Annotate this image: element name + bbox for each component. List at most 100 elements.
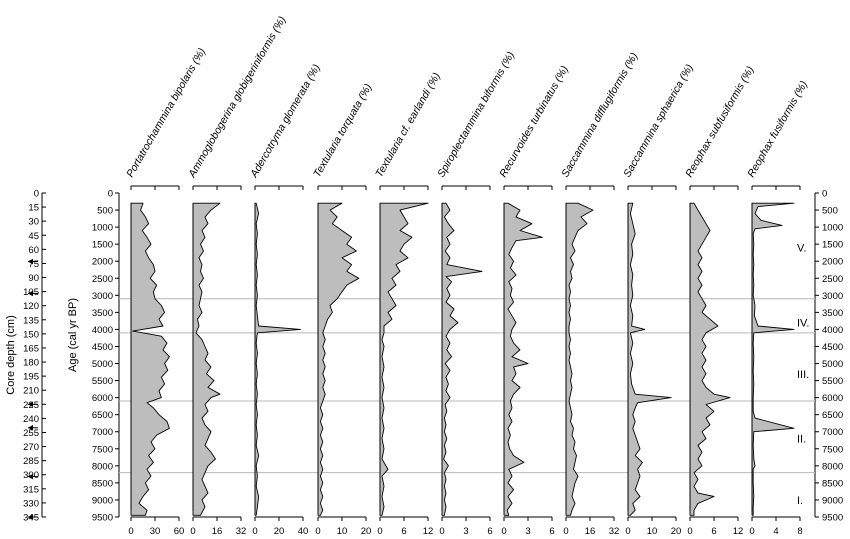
taxon-title: Recurvoides turbinatus (%) (497, 64, 571, 180)
taxon-title: Adercotryma glomerata (%) (248, 62, 323, 180)
zone-label: I. (797, 495, 803, 507)
abundance-area (503, 202, 543, 516)
depth-tick-label: 30 (28, 217, 39, 228)
age-tick-label: 4000 (92, 325, 113, 336)
x-tick-label: 6 (487, 526, 492, 537)
depth-tick-label: 135 (23, 315, 39, 326)
zone-label: V. (797, 243, 806, 255)
age-tick-label: 500 (97, 206, 113, 217)
abundance-area (627, 202, 672, 516)
depth-tick-label: 150 (23, 329, 39, 340)
x-tick-label: 10 (337, 526, 348, 537)
abundance-area (689, 202, 731, 516)
depth-tick-label: 60 (28, 245, 39, 256)
abundance-area (441, 202, 483, 516)
right-age-tick-label: 7000 (822, 427, 843, 438)
arrow-head (28, 290, 33, 297)
x-tick-label: 16 (212, 526, 223, 537)
x-tick-label: 20 (274, 526, 285, 537)
right-age-tick-label: 6500 (822, 410, 843, 421)
age-tick-label: 0 (108, 189, 113, 200)
abundance-area (379, 202, 429, 516)
x-tick-label: 12 (423, 526, 434, 537)
x-tick-label: 8 (797, 526, 802, 537)
x-tick-label: 0 (315, 526, 320, 537)
x-tick-label: 20 (671, 526, 682, 537)
x-tick-label: 0 (252, 526, 257, 537)
age-tick-label: 1000 (92, 223, 113, 234)
depth-tick-label: 75 (28, 259, 39, 270)
arrow-head (28, 473, 33, 480)
right-age-tick-label: 3500 (822, 308, 843, 319)
depth-tick-label: 285 (23, 456, 39, 467)
taxon-title: Ammoglobogerina globigeriniformis (%) (186, 14, 289, 180)
taxon-panel: 0 10 20 Textularia torquata (%) (311, 82, 374, 537)
age-tick-label: 6500 (92, 410, 113, 421)
age-tick-label: 8500 (92, 478, 113, 489)
abundance-area (130, 202, 170, 516)
zone-label: IV. (797, 318, 809, 330)
taxon-panel: 0 10 20 Saccammina sphaerica (%) (621, 62, 696, 537)
age-tick-label: 3000 (92, 291, 113, 302)
right-age-tick-label: 7500 (822, 444, 843, 455)
right-age-tick-label: 1500 (822, 240, 843, 251)
taxon-panel: 0 16 32 Ammoglobogerina globigeriniformis (… (186, 14, 289, 537)
zone-label: III. (797, 369, 809, 381)
age-tick-label: 5500 (92, 376, 113, 387)
x-tick-label: 32 (236, 526, 247, 537)
age-tick-label: 6000 (92, 393, 113, 404)
taxon-panel: 0 20 40 Adercotryma glomerata (%) (248, 62, 323, 537)
depth-tick-label: 240 (23, 414, 39, 425)
depth-tick-label: 15 (28, 203, 39, 214)
depth-tick-label: 165 (23, 343, 39, 354)
x-tick-label: 3 (463, 526, 468, 537)
depth-tick-label: 315 (23, 484, 39, 495)
age-tick-label: 1500 (92, 240, 113, 251)
x-tick-label: 12 (733, 526, 744, 537)
abundance-area (317, 202, 360, 516)
right-age-tick-label: 0 (822, 189, 827, 200)
taxon-panel: 0 3 6 Recurvoides turbinatus (%) (497, 64, 571, 537)
right-age-tick-label: 2500 (822, 274, 843, 285)
x-tick-label: 40 (298, 526, 309, 537)
taxon-panel: 0 6 12 Textularia cf. earlandi (%) (373, 71, 443, 537)
x-tick-label: 0 (625, 526, 630, 537)
arrow-head (28, 401, 33, 408)
depth-tick-label: 120 (23, 301, 39, 312)
depth-tick-label: 210 (23, 386, 39, 397)
x-tick-label: 0 (377, 526, 382, 537)
abundance-area (192, 202, 221, 516)
right-age-tick-label: 8000 (822, 461, 843, 472)
x-tick-label: 0 (501, 526, 506, 537)
right-age-tick-label: 5000 (822, 359, 843, 370)
right-age-tick-label: 5500 (822, 376, 843, 387)
x-tick-label: 0 (687, 526, 692, 537)
x-tick-label: 16 (585, 526, 596, 537)
arrow-head (28, 424, 33, 431)
age-tick-label: 7000 (92, 427, 113, 438)
x-tick-label: 6 (711, 526, 716, 537)
x-tick-label: 10 (647, 526, 658, 537)
x-tick-label: 0 (563, 526, 568, 537)
depth-axis-label: Core depth (cm) (5, 315, 17, 394)
x-tick-label: 3 (525, 526, 530, 537)
right-age-tick-label: 2000 (822, 257, 843, 268)
x-tick-label: 0 (190, 526, 195, 537)
x-tick-label: 30 (150, 526, 161, 537)
x-tick-label: 0 (439, 526, 444, 537)
right-age-tick-label: 4500 (822, 342, 843, 353)
right-age-tick-label: 4000 (822, 325, 843, 336)
taxon-title: Reophax subfusiformis (%) (683, 64, 756, 179)
depth-tick-label: 0 (34, 189, 39, 200)
age-tick-label: 8000 (92, 461, 113, 472)
right-age-tick-label: 1000 (822, 223, 843, 234)
depth-tick-label: 330 (23, 498, 39, 509)
age-tick-label: 3500 (92, 308, 113, 319)
right-age-tick-label: 8500 (822, 478, 843, 489)
age-tick-label: 7500 (92, 444, 113, 455)
taxon-title: Textularia torquata (%) (311, 82, 374, 180)
x-tick-label: 4 (773, 526, 778, 537)
arrow-head (28, 258, 33, 265)
